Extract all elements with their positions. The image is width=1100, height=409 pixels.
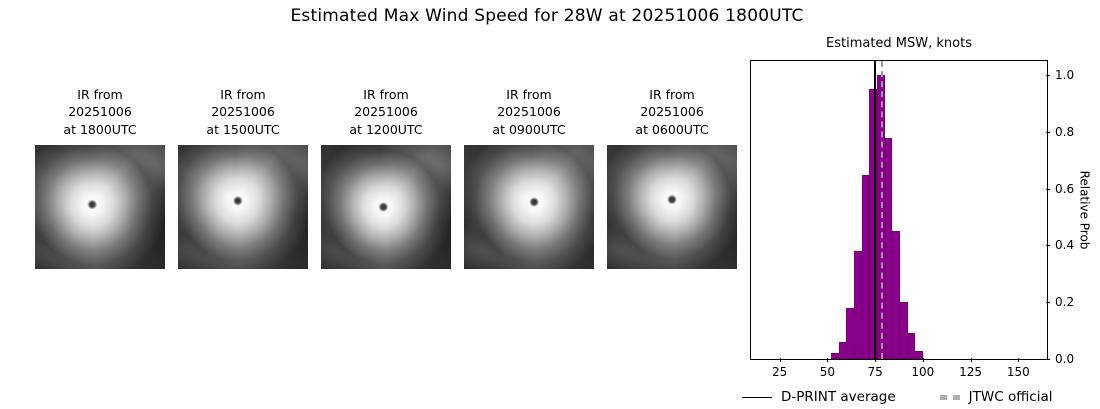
dprint-average-line-sample [742, 396, 772, 398]
caption-line: 20251006 [354, 104, 418, 120]
y-tick-label: 0.8 [1055, 124, 1075, 139]
ir-satellite-image [178, 145, 308, 269]
ir-panel-1500utc: IR from 20251006 at 1500UTC [178, 86, 308, 269]
jtwc-official-line [880, 61, 883, 359]
y-tick-mark [1046, 75, 1050, 77]
y-tick-label: 0.6 [1055, 181, 1075, 196]
ir-panel-0900utc: IR from 20251006 at 0900UTC [464, 86, 594, 269]
dprint-average-line [874, 61, 876, 359]
y-tick-mark [1046, 302, 1050, 304]
x-tick-label: 25 [772, 365, 788, 379]
caption-line: at 0600UTC [635, 121, 709, 137]
caption-line: IR from [363, 87, 409, 102]
y-tick-mark [1046, 188, 1050, 190]
ir-image-caption: IR from 20251006 at 1500UTC [178, 86, 308, 138]
ir-image-caption: IR from 20251006 at 0600UTC [607, 86, 737, 138]
ir-satellite-image [464, 145, 594, 269]
caption-line: at 1800UTC [63, 121, 137, 137]
caption-line: 20251006 [211, 104, 275, 120]
y-axis-label: Relative Prob [1077, 170, 1091, 250]
y-tick-label: 0.4 [1055, 238, 1075, 253]
chart-legend: D-PRINT average JTWC official [742, 389, 1052, 405]
jtwc-official-line-sample [939, 394, 960, 400]
ir-satellite-image [321, 145, 451, 269]
histogram-bar [838, 341, 847, 359]
y-tick-label: 0.0 [1055, 352, 1075, 366]
y-tick-mark [1046, 245, 1050, 247]
ir-image-caption: IR from 20251006 at 1200UTC [321, 86, 451, 138]
x-tick-mark [922, 358, 924, 362]
histogram-chart: 25 50 75 100 125 150 0.0 0.2 0.4 0.6 0.8 1.0 [750, 60, 1074, 379]
caption-line: at 1500UTC [206, 121, 280, 137]
x-tick-label: 150 [1006, 365, 1030, 379]
caption-line: IR from [506, 87, 552, 102]
x-tick-label: 125 [959, 365, 983, 379]
figure-title: Estimated Max Wind Speed for 28W at 2025… [290, 6, 804, 26]
caption-line: 20251006 [497, 104, 561, 120]
histogram-bar [915, 350, 923, 359]
y-tick-mark [1046, 131, 1050, 133]
caption-line: IR from [77, 87, 123, 102]
jtwc-official-label: JTWC official [968, 389, 1053, 405]
caption-line: at 0900UTC [492, 121, 566, 137]
x-tick-mark [875, 358, 877, 362]
y-tick-mark [1046, 359, 1050, 360]
histogram-bar [899, 302, 908, 359]
x-tick-label: 50 [819, 365, 836, 379]
ir-panel-1800utc: IR from 20251006 at 1800UTC [35, 86, 165, 269]
caption-line: at 1200UTC [349, 121, 423, 137]
ir-panel-1200utc: IR from 20251006 at 1200UTC [321, 86, 451, 269]
caption-line: 20251006 [640, 104, 704, 120]
histogram-bar [861, 174, 870, 359]
histogram-bar [907, 333, 916, 359]
x-tick-mark [970, 358, 972, 362]
y-tick-label: 0.2 [1055, 295, 1075, 310]
histogram-bar [892, 231, 900, 359]
histogram-bar [831, 353, 839, 359]
y-tick-label: 1.0 [1055, 68, 1075, 83]
histogram-bar [869, 89, 878, 359]
chart-title: Estimated MSW, knots [826, 36, 972, 51]
ir-satellite-image [35, 145, 165, 269]
x-tick-mark [1018, 358, 1020, 362]
ir-satellite-image [607, 145, 737, 269]
ir-panel-0600utc: IR from 20251006 at 0600UTC [607, 86, 737, 269]
ir-image-caption: IR from 20251006 at 1800UTC [35, 86, 165, 138]
histogram-bar [846, 307, 855, 359]
x-tick-mark [779, 358, 781, 362]
x-tick-label: 100 [911, 365, 935, 379]
caption-line: IR from [649, 87, 695, 102]
caption-line: 20251006 [68, 104, 132, 120]
histogram-bar [854, 251, 862, 359]
x-tick-mark [827, 358, 829, 362]
caption-line: IR from [220, 87, 266, 102]
x-tick-label: 75 [867, 365, 883, 379]
dprint-average-label: D-PRINT average [781, 389, 896, 405]
histogram-bar [884, 137, 893, 359]
histogram-plot [750, 60, 1048, 360]
ir-image-caption: IR from 20251006 at 0900UTC [464, 86, 594, 138]
